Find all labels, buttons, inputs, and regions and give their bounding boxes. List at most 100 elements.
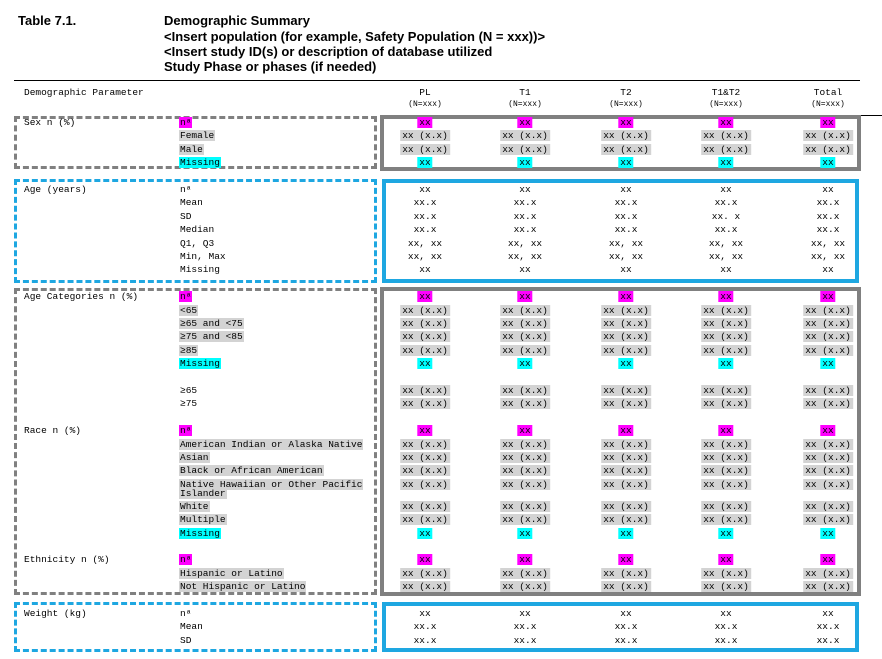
row-label: Multiple [179, 514, 227, 526]
table-cell: xx (x.x) [601, 581, 651, 593]
table-cell: xx, xx [407, 251, 443, 262]
table-cell: xx (x.x) [803, 465, 853, 477]
table-cell: xx (x.x) [601, 143, 651, 155]
row-label: nᵃ [179, 554, 193, 566]
row-label: <65 [179, 304, 199, 316]
categories-values-box [380, 287, 861, 596]
table-cell: xx (x.x) [803, 398, 853, 410]
param-column-header: Demographic Parameter [24, 87, 144, 98]
table-cell: xx, xx [507, 237, 543, 249]
table-cell: xx [720, 608, 732, 619]
age-values-box [382, 179, 859, 283]
table-cell: xx (x.x) [500, 500, 550, 512]
table-cell: xx.x [513, 621, 537, 633]
column-header-n: (N=xxx) [811, 100, 845, 109]
table-cell: xx (x.x) [500, 304, 550, 316]
table-cell: xx.x [413, 224, 437, 236]
table-cell: xx (x.x) [500, 331, 550, 343]
table-cell: xx [720, 264, 732, 276]
table-cell: xx (x.x) [803, 500, 853, 512]
row-label: Female [179, 130, 216, 142]
table-cell: xx.x [816, 634, 840, 646]
table-cell: xx, xx [608, 251, 644, 262]
row-label: Min, Max [180, 251, 226, 262]
table-cell: xx (x.x) [601, 130, 651, 142]
table-cell: xx [517, 358, 533, 370]
table-cell: xx (x.x) [701, 398, 751, 410]
parameter-label: Weight (kg) [24, 608, 87, 619]
header-top-rule [14, 80, 860, 81]
table-cell: xx (x.x) [400, 344, 450, 356]
row-label: Q1, Q3 [180, 237, 215, 249]
row-label-continued: Islander [179, 487, 227, 499]
table-cell: xx [618, 358, 634, 370]
table-cell: xx [820, 425, 836, 437]
table-cell: xx (x.x) [701, 452, 751, 463]
table-cell: xx [417, 527, 433, 539]
table-cell: xx [517, 157, 533, 169]
parameter-label: Sex n (%) [24, 117, 76, 128]
row-label: nᵃ [179, 425, 193, 437]
table-cell: xx (x.x) [400, 331, 450, 343]
table-cell: xx.x [413, 197, 437, 209]
weight-label-box [14, 602, 377, 652]
table-cell: xx.x [614, 634, 638, 646]
table-cell: xx (x.x) [500, 344, 550, 356]
row-label: Not Hispanic or Latino [179, 581, 307, 593]
row-label: Native Hawaiian or Other Pacific [179, 478, 364, 490]
parameter-label: Age Categories n (%) [24, 291, 139, 303]
table-cell: xx (x.x) [701, 478, 751, 490]
row-label: Median [180, 224, 215, 236]
table-cell: xx (x.x) [500, 130, 550, 142]
title-line-4: Study Phase or phases (if needed) [164, 59, 377, 74]
row-label: Hispanic or Latino [179, 567, 284, 579]
table-cell: xx (x.x) [400, 143, 450, 155]
table-cell: xx (x.x) [500, 478, 550, 490]
table-cell: xx (x.x) [803, 130, 853, 142]
table-cell: xx (x.x) [701, 331, 751, 343]
table-cell: xx (x.x) [601, 567, 651, 579]
table-cell: xx (x.x) [500, 318, 550, 329]
table-cell: xx (x.x) [601, 452, 651, 463]
table-cell: xx [618, 527, 634, 539]
table-cell: xx (x.x) [701, 143, 751, 155]
table-cell: xx.x [816, 621, 840, 633]
table-cell: xx [517, 117, 533, 128]
table-cell: xx (x.x) [701, 304, 751, 316]
table-cell: xx.x [513, 197, 537, 209]
table-cell: xx (x.x) [803, 344, 853, 356]
table-cell: xx.x [413, 621, 437, 633]
table-cell: xx [620, 184, 632, 195]
table-cell: xx (x.x) [500, 143, 550, 155]
table-cell: xx.x [614, 621, 638, 633]
table-cell: xx.x [614, 224, 638, 236]
table-cell: xx [618, 157, 634, 169]
table-cell: xx (x.x) [400, 581, 450, 593]
title-line-1: Demographic Summary [164, 13, 310, 28]
column-header-n: (N=xxx) [508, 100, 542, 109]
table-cell: xx [820, 527, 836, 539]
table-cell: xx (x.x) [601, 331, 651, 343]
table-cell: xx [417, 157, 433, 169]
title-line-2: <Insert population (for example, Safety … [164, 29, 546, 44]
weight-values-box [382, 602, 859, 652]
table-cell: xx (x.x) [400, 465, 450, 477]
row-label: Missing [179, 358, 221, 370]
column-header-name: T2 [620, 87, 632, 98]
table-cell: xx (x.x) [400, 452, 450, 463]
table-cell: xx [519, 264, 531, 276]
column-header-name: Total [813, 87, 843, 98]
table-cell: xx [618, 291, 634, 303]
row-label: nᵃ [179, 291, 193, 303]
table-cell: xx [519, 608, 531, 619]
row-label: SD [180, 210, 192, 222]
table-cell: xx [718, 358, 734, 370]
table-cell: xx (x.x) [701, 581, 751, 593]
table-cell: xx, xx [810, 251, 846, 262]
row-label: nᵃ [179, 117, 193, 128]
table-cell: xx [417, 554, 433, 566]
table-cell: xx (x.x) [601, 318, 651, 329]
table-cell: xx [820, 554, 836, 566]
table-cell: xx (x.x) [803, 514, 853, 526]
table-cell: xx (x.x) [803, 318, 853, 329]
